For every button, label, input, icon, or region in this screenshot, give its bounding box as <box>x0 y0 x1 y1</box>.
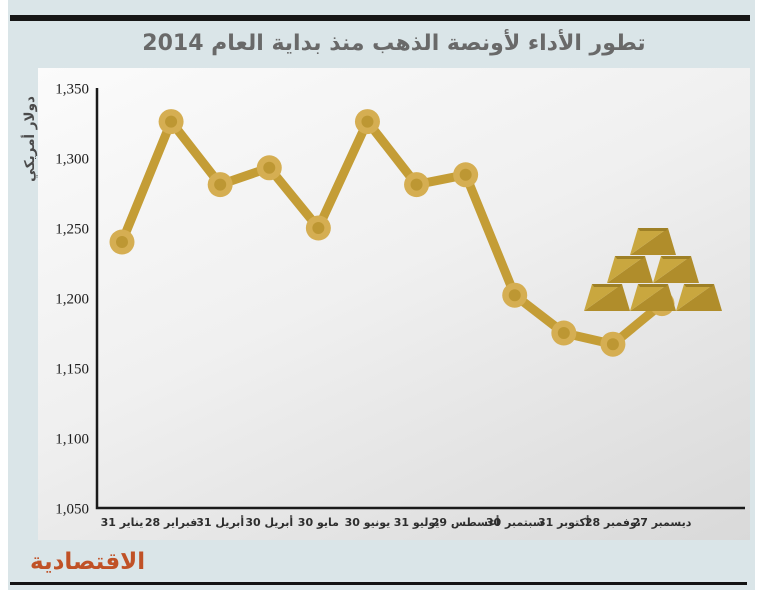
x-tick-label: 30 سبتمبر <box>486 516 544 529</box>
x-tick-label: 28 فبراير <box>145 516 197 529</box>
price-line <box>117 117 667 349</box>
gold-ingot-shade <box>630 284 676 311</box>
y-tick-label: 1,250 <box>55 221 89 237</box>
x-tick-label: 29 أغسطس <box>432 515 500 529</box>
x-tick-label: 31 أكتوبر <box>538 515 590 529</box>
gold-ingot-lip <box>661 256 691 259</box>
gold-ingot-shade <box>653 256 699 283</box>
gold-ingot-light <box>676 284 714 311</box>
data-point-marker-core <box>606 338 619 351</box>
gold-ingot-shade <box>630 228 676 255</box>
gold-ingot-shade <box>676 284 722 311</box>
data-point-marker-core <box>312 222 325 234</box>
bottom-divider-line <box>10 582 747 585</box>
aleqtisadiah-logo: الاقتصادية <box>30 549 146 575</box>
data-point-marker-core <box>263 161 276 174</box>
gold-ingot-light <box>607 256 645 283</box>
x-tick-label: 27 ديسمبر <box>633 516 692 529</box>
x-tick-label: 31 يناير <box>101 516 144 529</box>
x-tick-label: 31 يوليو <box>394 516 440 529</box>
y-tick-label: 1,150 <box>55 361 89 377</box>
y-tick-label: 1,300 <box>55 151 89 167</box>
gold-ingot-lip <box>684 284 714 287</box>
x-tick-label: 30 يونيو <box>345 516 391 529</box>
y-tick-label: 1,100 <box>55 431 89 447</box>
gold-ingot-shade <box>584 284 630 311</box>
axis-lines <box>95 88 745 510</box>
data-point-marker-core <box>361 115 374 128</box>
data-point-marker-core <box>410 178 423 191</box>
data-point-marker-core <box>557 327 570 339</box>
gold-ingot-lip <box>592 284 622 287</box>
data-point-marker-core <box>165 115 178 128</box>
gold-ingot-light <box>584 284 622 311</box>
y-tick-label: 1,200 <box>55 291 89 307</box>
gold-bars-icon <box>584 228 722 311</box>
y-tick-label: 1,050 <box>55 501 89 517</box>
x-tick-label: 28 نوفمبر <box>585 516 641 529</box>
x-tick-label: 30 مايو <box>298 516 339 529</box>
data-point-marker-core <box>459 168 472 181</box>
data-point-marker-core <box>508 289 521 302</box>
top-divider-bar <box>10 15 750 21</box>
gold-ingot-lip <box>638 228 668 231</box>
y-tick-label: 1,350 <box>55 81 89 97</box>
x-tick-label: 30 أبريل <box>245 515 293 529</box>
gold-ingot-shade <box>607 256 653 283</box>
axis-lines <box>95 88 745 510</box>
line-series <box>109 109 675 357</box>
gold-ingot-light <box>653 256 691 283</box>
gold-ingot-light <box>630 284 668 311</box>
data-point-marker-core <box>116 236 128 248</box>
page-title: تطور الأداء لأونصة الذهب منذ بداية العام… <box>142 31 646 56</box>
gold-ingot-light <box>630 228 668 255</box>
gold-ingot-lip <box>638 284 668 287</box>
gold-ingot-lip <box>615 256 645 259</box>
data-point-marker-core <box>214 178 227 191</box>
axis-tick-labels: 1,050 1,100 1,150 1,200 1,250 1,300 1,350 31 ين… <box>55 81 692 529</box>
x-tick-label: 31 أبريل <box>196 515 244 529</box>
gold-price-line-chart: 1,050 1,100 1,150 1,200 1,250 1,300 1,350 31 ين… <box>55 81 745 529</box>
